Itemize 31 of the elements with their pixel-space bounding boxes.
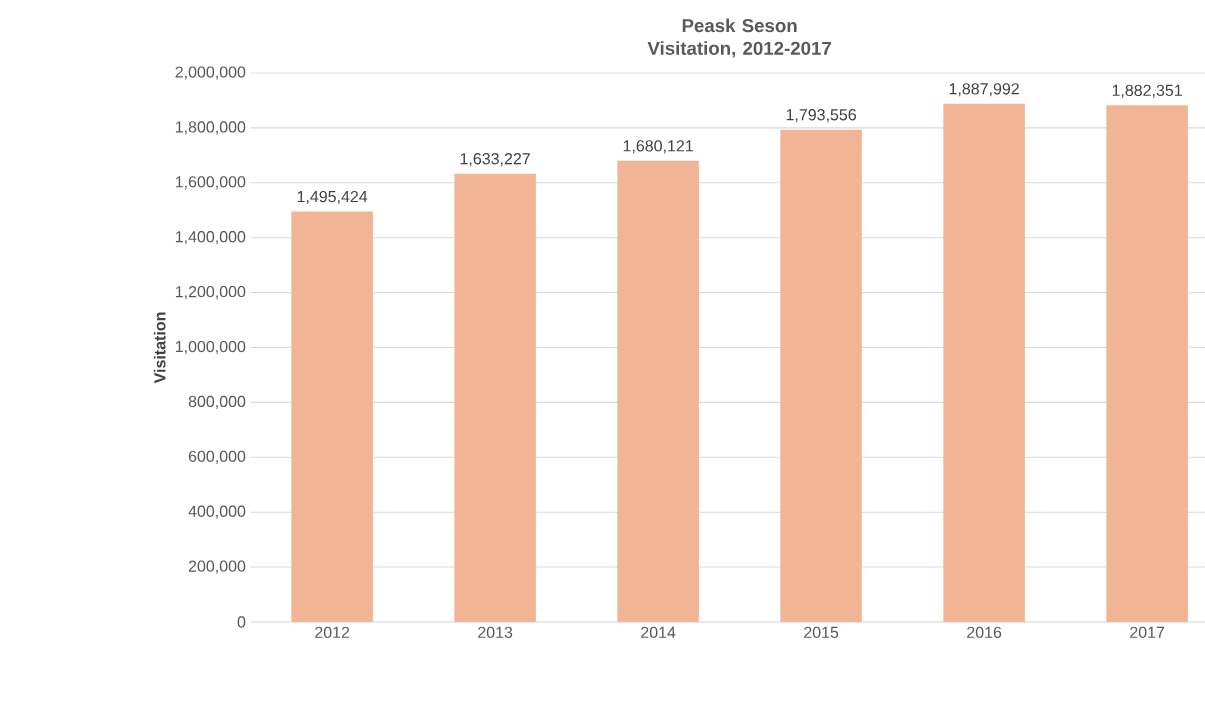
y-axis-title: Visitation [153,312,166,384]
data-label: 1,495,424 [297,190,368,205]
y-tick-label: 400,000 [188,505,246,519]
x-tick-label: 2013 [478,626,513,639]
x-tick-label: 2017 [1130,626,1165,639]
bar [1106,105,1188,622]
data-label: 1,633,227 [460,153,530,167]
x-tick-label: 2014 [641,626,676,639]
y-tick-label: 1,400,000 [175,231,246,245]
x-tick-label: 2012 [315,626,350,639]
y-tick-label: 200,000 [188,560,246,574]
bar [943,103,1025,622]
x-tick-label: 2015 [804,626,839,639]
bar [617,160,699,622]
x-tick-label: 2016 [967,626,1002,639]
y-tick-label: 600,000 [188,450,246,464]
chart-title: Peask Seson Visitation, 2012-2017 [647,18,831,58]
bar [291,211,373,622]
data-label: 1,887,992 [949,83,1019,97]
y-tick-label: 2,000,000 [175,66,246,80]
y-tick-label: 0 [237,616,246,628]
data-label: 1,882,351 [1112,84,1182,98]
y-tick-label: 1,600,000 [175,176,246,190]
data-label: 1,793,556 [786,109,856,123]
y-tick-label: 1,000,000 [175,340,246,355]
y-tick-label: 1,200,000 [175,285,246,300]
y-tick-label: 800,000 [188,395,246,409]
y-tick-label: 1,800,000 [175,121,246,135]
bar [454,173,536,622]
bar [780,129,862,622]
data-label: 1,680,121 [623,140,693,154]
